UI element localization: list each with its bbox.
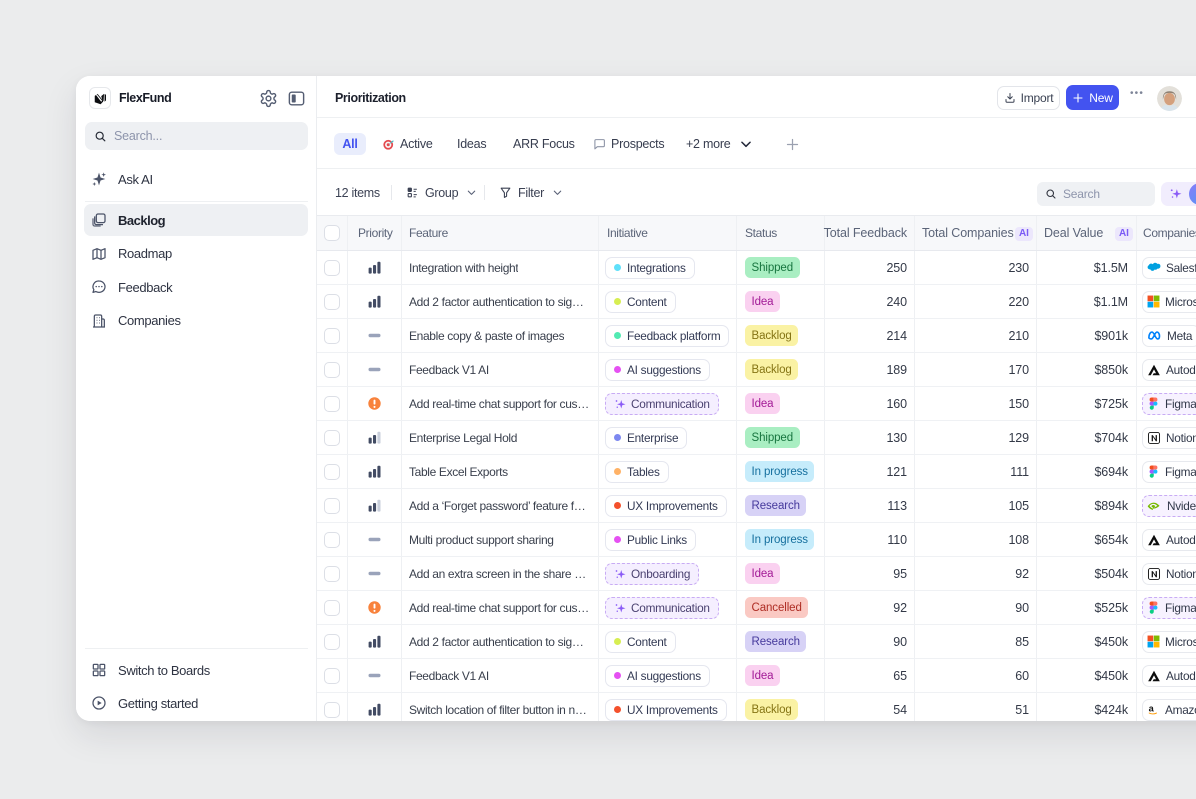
svg-text:a: a	[1149, 704, 1155, 714]
